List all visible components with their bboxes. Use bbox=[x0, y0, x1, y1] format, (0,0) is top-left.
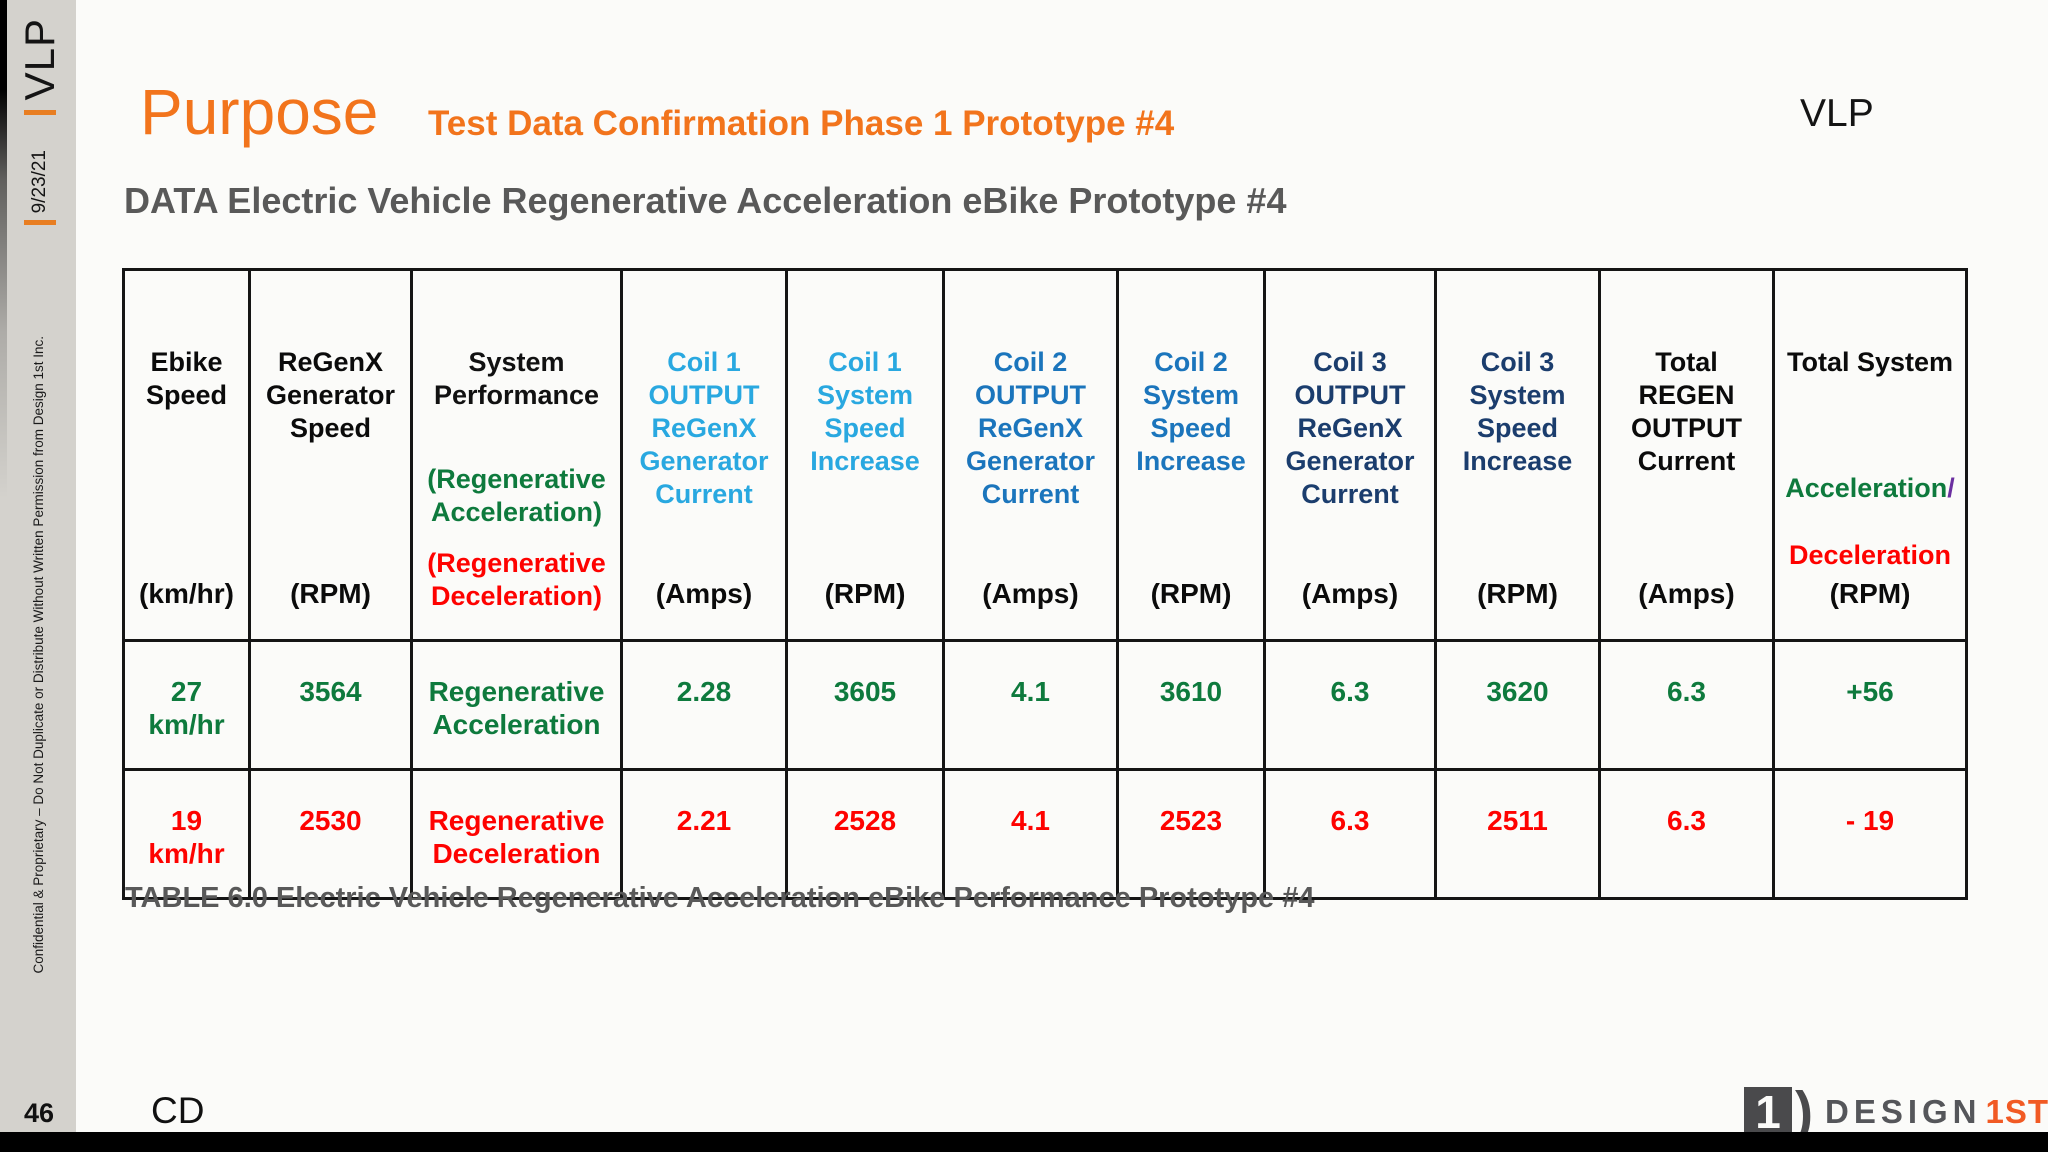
slash: / bbox=[1947, 472, 1955, 503]
cell: 2530 bbox=[248, 767, 413, 900]
author-initials: CD bbox=[151, 1090, 205, 1131]
col-unit: (RPM) bbox=[1829, 577, 1911, 609]
col-header-total-system: Total System Acceleration/ Deceleration … bbox=[1772, 268, 1968, 642]
col-title: Coil 3 System Speed Increase bbox=[1462, 346, 1573, 476]
col-unit: (km/hr) bbox=[139, 577, 234, 609]
col-header-coil1-output-current: Coil 1 OUTPUT ReGenX Generator Current (… bbox=[620, 268, 788, 642]
page-number: 46 bbox=[24, 1098, 55, 1128]
col-unit: (Amps) bbox=[982, 577, 1079, 609]
cell: 27 km/hr bbox=[122, 638, 251, 771]
col-unit: (Amps) bbox=[1638, 577, 1735, 609]
col-unit: (Amps) bbox=[1301, 577, 1399, 609]
col-title: ReGenX Generator Speed bbox=[265, 346, 396, 443]
col-title: Ebike Speed bbox=[145, 346, 228, 410]
cell: 6.3 bbox=[1598, 767, 1775, 900]
sidebar-brand: VLP bbox=[16, 18, 63, 101]
col-unit: (RPM) bbox=[290, 577, 371, 609]
col-header-total-regen-output: Total REGEN OUTPUT Current (Amps) bbox=[1598, 268, 1775, 642]
col-title: System Performance bbox=[433, 346, 600, 410]
page-title: Purpose bbox=[140, 76, 379, 148]
cell: 6.3 bbox=[1263, 638, 1437, 771]
cell: +56 bbox=[1772, 638, 1968, 771]
cell: 3605 bbox=[785, 638, 945, 771]
col-title: Coil 2 OUTPUT ReGenX Generator Current bbox=[965, 346, 1096, 509]
col-header-coil2-output-current: Coil 2 OUTPUT ReGenX Generator Current (… bbox=[942, 268, 1119, 642]
sidebar-date: 9/23/21 bbox=[29, 150, 50, 214]
col-title: Total System bbox=[1786, 346, 1954, 377]
bottom-black-bar bbox=[0, 1132, 2048, 1152]
cell: 4.1 bbox=[942, 767, 1119, 900]
left-edge-shadow bbox=[0, 0, 7, 640]
cell: 2511 bbox=[1434, 767, 1601, 900]
cell: Regenerative Deceleration bbox=[410, 767, 623, 900]
sidebar: VLP 9/23/21 Confidential & Proprietary –… bbox=[0, 0, 76, 1152]
design-1st-logo: 1 ) DESIGN 1ST bbox=[1744, 1080, 2048, 1144]
data-table: Ebike Speed (km/hr) ReGenX Generator Spe… bbox=[122, 268, 1968, 900]
col-title: Total REGEN OUTPUT Current bbox=[1631, 346, 1742, 476]
col-header-ebike-speed: Ebike Speed (km/hr) bbox=[122, 268, 251, 642]
col-unit: (RPM) bbox=[1150, 577, 1232, 609]
accel-decel-labels: Acceleration/ Deceleration bbox=[1777, 438, 1963, 573]
sidebar-divider-dash bbox=[24, 220, 56, 225]
cell: 6.3 bbox=[1598, 638, 1775, 771]
col-title: Coil 3 OUTPUT ReGenX Generator Current bbox=[1285, 346, 1415, 509]
page-subtitle: Test Data Confirmation Phase 1 Prototype… bbox=[428, 104, 1175, 143]
col-title: Coil 1 System Speed Increase bbox=[810, 346, 920, 476]
regenerative-deceleration-note: (Regenerative Deceleration) bbox=[427, 547, 606, 611]
col-title: Coil 2 System Speed Increase bbox=[1136, 346, 1246, 476]
cell: 2528 bbox=[785, 767, 945, 900]
col-header-coil3-output-current: Coil 3 OUTPUT ReGenX Generator Current (… bbox=[1263, 268, 1437, 642]
col-header-coil1-speed-increase: Coil 1 System Speed Increase (RPM) bbox=[785, 268, 945, 642]
cell: 19 km/hr bbox=[122, 767, 251, 900]
confidentiality-notice: Confidential & Proprietary – Do Not Dupl… bbox=[31, 336, 46, 974]
col-unit: (RPM) bbox=[824, 577, 906, 609]
acceleration-label: Acceleration bbox=[1785, 472, 1948, 503]
col-header-regenx-generator-speed: ReGenX Generator Speed (RPM) bbox=[248, 268, 413, 642]
col-header-system-performance: System Performance (Regenerative Acceler… bbox=[410, 268, 623, 642]
cell: - 19 bbox=[1772, 767, 1968, 900]
brand-top-right: VLP bbox=[1800, 92, 1874, 135]
cell: 6.3 bbox=[1263, 767, 1437, 900]
logo-square-icon: 1 bbox=[1744, 1087, 1792, 1137]
cell: 3564 bbox=[248, 638, 413, 771]
table-row-acceleration: 27 km/hr 3564 Regenerative Acceleration … bbox=[122, 638, 1968, 771]
cell: 2.21 bbox=[620, 767, 788, 900]
table-caption: TABLE 6.0 Electric Vehicle Regenerative … bbox=[125, 882, 1315, 914]
table-header-row: Ebike Speed (km/hr) ReGenX Generator Spe… bbox=[122, 268, 1968, 642]
cell: 2523 bbox=[1116, 767, 1266, 900]
col-header-coil3-speed-increase: Coil 3 System Speed Increase (RPM) bbox=[1434, 268, 1601, 642]
cell: 4.1 bbox=[942, 638, 1119, 771]
regenerative-acceleration-note: (Regenerative Acceleration) bbox=[427, 463, 606, 527]
logo-paren-icon: ) bbox=[1795, 1080, 1813, 1144]
logo-name: DESIGN bbox=[1824, 1093, 1982, 1130]
col-unit: (Amps) bbox=[655, 577, 753, 609]
deceleration-label: Deceleration bbox=[1788, 540, 1952, 571]
sidebar-divider-dash bbox=[24, 110, 56, 115]
section-heading: DATA Electric Vehicle Regenerative Accel… bbox=[124, 180, 1287, 221]
cell: 3610 bbox=[1116, 638, 1266, 771]
table-row-deceleration: 19 km/hr 2530 Regenerative Deceleration … bbox=[122, 767, 1968, 900]
cell: 2.28 bbox=[620, 638, 788, 771]
logo-accent: 1ST bbox=[1985, 1093, 2048, 1130]
cell: Regenerative Acceleration bbox=[410, 638, 623, 771]
col-unit: (RPM) bbox=[1477, 577, 1558, 609]
col-header-coil2-speed-increase: Coil 2 System Speed Increase (RPM) bbox=[1116, 268, 1266, 642]
col-title: Coil 1 OUTPUT ReGenX Generator Current bbox=[639, 346, 769, 509]
cell: 3620 bbox=[1434, 638, 1601, 771]
